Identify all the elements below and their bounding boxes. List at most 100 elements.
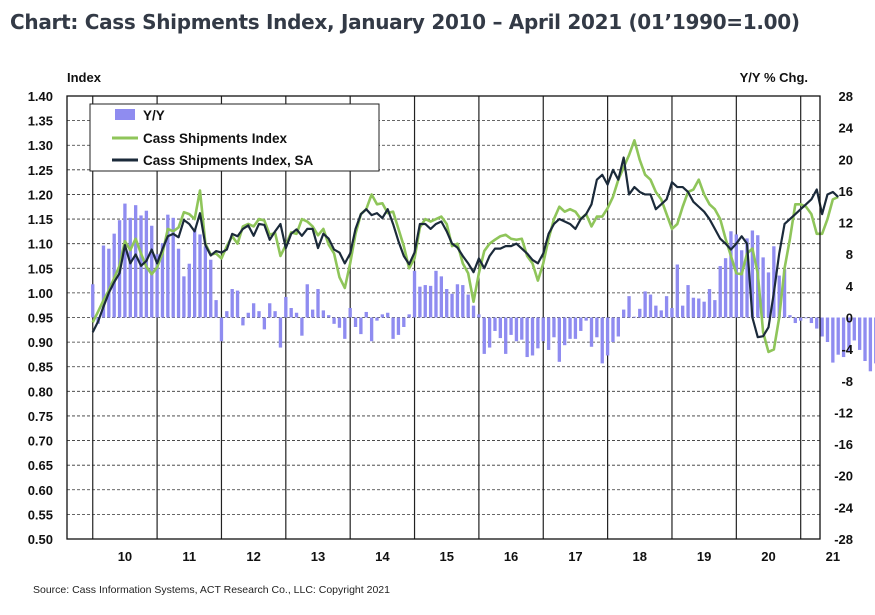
- x-tick-label: 15: [439, 549, 453, 564]
- line-cass-shipments-index: [91, 139, 839, 354]
- left-axis-label: Index: [67, 70, 102, 85]
- yy-bar: [584, 317, 588, 321]
- yy-bar: [546, 317, 551, 350]
- right-tick-label: -28: [834, 532, 853, 547]
- yy-bar: [278, 317, 283, 348]
- left-tick-label: 0.85: [28, 360, 53, 375]
- right-tick-label: 24: [839, 121, 854, 136]
- right-tick-label: -20: [834, 469, 853, 484]
- yy-bar: [91, 284, 95, 318]
- yy-bar: [729, 231, 733, 318]
- yy-bar: [857, 317, 862, 350]
- yy-bar: [386, 312, 390, 318]
- yy-bar: [466, 294, 470, 318]
- yy-bar: [133, 205, 138, 318]
- right-tick-label: 8: [846, 247, 853, 262]
- x-tick-label: 13: [311, 549, 325, 564]
- yy-bar: [541, 317, 545, 342]
- left-tick-label: 1.40: [28, 89, 53, 104]
- yy-bar: [482, 317, 486, 354]
- x-axis-ticks: 10 11 12 13 14 15 16 17 18 19 20 21: [118, 549, 840, 564]
- yy-bar: [788, 315, 792, 318]
- yy-bar: [396, 317, 401, 335]
- yy-bar: [434, 270, 438, 318]
- yy-bar: [219, 317, 224, 342]
- line-cass-shipments-index-sa: [91, 156, 839, 339]
- yy-bar: [761, 257, 765, 318]
- yy-bar: [455, 284, 460, 318]
- yy-bar: [471, 305, 476, 318]
- yy-bar: [675, 264, 679, 318]
- yy-bar: [348, 308, 352, 318]
- plot-frame: [66, 95, 821, 540]
- right-tick-label: 16: [839, 184, 853, 199]
- yy-bar: [509, 317, 513, 335]
- yy-bar: [627, 296, 631, 318]
- yy-bar: [622, 309, 626, 318]
- left-tick-label: 1.15: [28, 212, 53, 227]
- yy-bar: [423, 285, 427, 318]
- yy-bar: [766, 272, 771, 318]
- yy-bar: [187, 263, 191, 318]
- left-tick-label: 0.90: [28, 335, 53, 350]
- yy-bar: [445, 289, 449, 318]
- right-tick-label: 28: [839, 89, 853, 104]
- yy-bar: [831, 317, 835, 363]
- yy-bar: [273, 311, 277, 318]
- right-tick-label: 12: [839, 216, 853, 231]
- yy-bar: [369, 317, 374, 342]
- left-tick-label: 1.05: [28, 261, 53, 276]
- yy-bar: [101, 245, 106, 318]
- yy-bar: [128, 217, 132, 318]
- yy-bar: [573, 317, 578, 339]
- source-note: Source: Cass Information Systems, ACT Re…: [33, 584, 390, 596]
- index-lines: [91, 139, 839, 354]
- yy-bar: [648, 294, 653, 318]
- yy-bar: [525, 317, 529, 358]
- yy-bar: [257, 311, 261, 318]
- left-tick-label: 0.75: [28, 409, 53, 424]
- yy-bar: [391, 317, 395, 339]
- yy-bar: [804, 317, 808, 319]
- yy-bar: [380, 314, 385, 318]
- page-title: Chart: Cass Shipments Index, January 201…: [10, 10, 800, 34]
- yy-bar: [702, 301, 706, 318]
- left-tick-label: 1.10: [28, 237, 53, 252]
- x-tick-label: 14: [375, 549, 390, 564]
- yy-bar: [847, 317, 851, 353]
- yy-bar: [155, 254, 159, 318]
- yy-bar: [745, 238, 749, 318]
- left-tick-label: 0.65: [28, 458, 53, 473]
- yy-bar: [364, 311, 368, 318]
- left-tick-label: 0.55: [28, 507, 53, 522]
- yy-bar: [461, 285, 465, 318]
- right-tick-label: 4: [846, 279, 854, 294]
- left-tick-label: 0.70: [28, 434, 53, 449]
- yy-bar: [750, 230, 755, 318]
- yy-bar: [235, 290, 240, 318]
- yy-bar: [643, 291, 647, 318]
- yy-bar: [563, 317, 567, 346]
- yy-bar: [691, 297, 696, 318]
- yy-bar: [536, 317, 540, 349]
- yy-bar: [198, 234, 202, 318]
- yy-bar: [305, 284, 309, 318]
- yy-bar: [514, 317, 519, 342]
- left-tick-label: 1.35: [28, 114, 53, 129]
- yy-bar: [498, 317, 502, 339]
- yy-bar: [150, 225, 154, 318]
- yy-bar: [246, 312, 250, 318]
- yy-bar: [530, 317, 535, 356]
- yy-bar: [718, 266, 722, 318]
- yy-bar: [407, 314, 411, 318]
- right-tick-label: 0: [846, 311, 853, 326]
- yy-bar: [107, 248, 111, 318]
- yy-bar: [681, 305, 685, 318]
- x-tick-label: 17: [568, 549, 582, 564]
- yy-bar: [670, 308, 674, 318]
- yy-bar: [868, 317, 873, 372]
- yy-bar: [182, 276, 186, 318]
- yy-bar: [772, 246, 776, 318]
- yy-bar: [638, 308, 642, 318]
- yy-bar: [799, 317, 803, 321]
